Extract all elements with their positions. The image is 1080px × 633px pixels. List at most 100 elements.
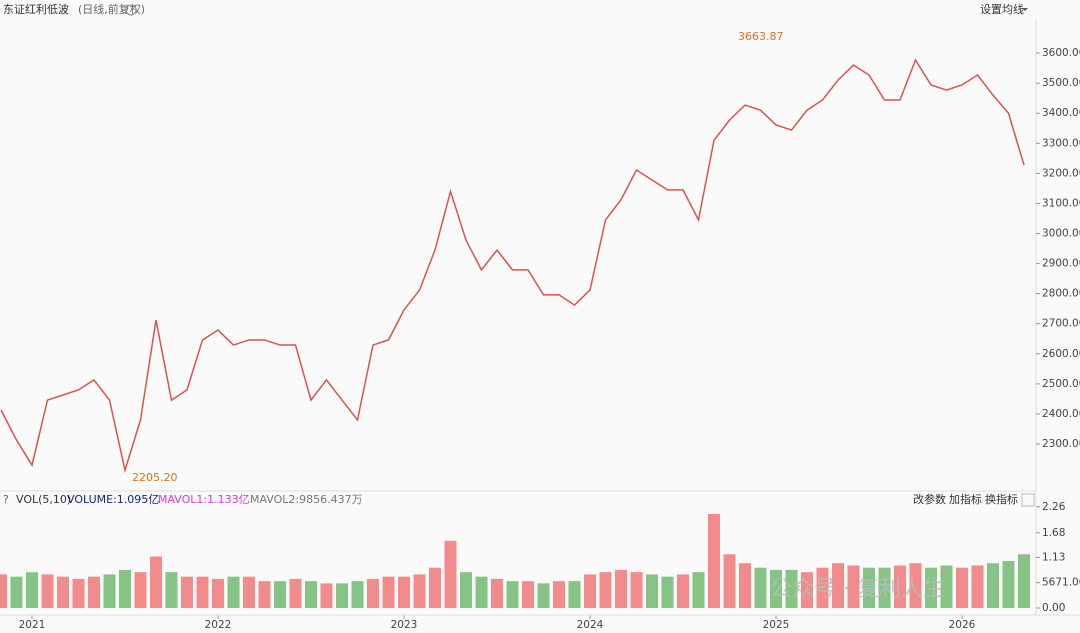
x-tick-label: 2021 (19, 619, 46, 631)
volume-bar (987, 563, 999, 608)
volume-bar (57, 576, 69, 608)
y-tick-label: 2900.00 (1042, 258, 1080, 270)
volume-bar (940, 565, 953, 608)
volume-bar (196, 576, 209, 608)
indicator-volume: VOLUME:1.095亿 (67, 493, 159, 506)
volume-bar (41, 574, 54, 608)
indicator-name: VOL(5,10) (16, 493, 71, 506)
indicator-mavol2: MAVOL2:9856.437万 (250, 493, 363, 506)
volume-bar (1018, 554, 1030, 608)
volume-bar (894, 565, 906, 608)
volume-bar (909, 563, 922, 608)
volume-bar (258, 581, 271, 608)
volume-bar (863, 567, 875, 608)
volume-bar (801, 572, 813, 608)
volume-bar (568, 581, 581, 608)
y-tick-label: 3100.00 (1042, 197, 1080, 209)
volume-bar (429, 567, 441, 608)
indicator-button[interactable]: 改参数 (913, 492, 946, 506)
dropdown-icon[interactable] (1022, 8, 1028, 11)
volume-bar (444, 540, 457, 608)
y-tick-label: 1.68 (1042, 527, 1065, 539)
volume-bar (382, 576, 395, 608)
volume-bar (289, 578, 302, 608)
volume-bar (816, 567, 829, 608)
volume-bar (103, 574, 116, 608)
volume-bar (956, 567, 968, 608)
volume-bar (0, 574, 7, 608)
volume-bar (692, 572, 705, 608)
volume-bar (274, 581, 286, 608)
settings-icon[interactable] (125, 4, 137, 16)
volume-bar (227, 576, 240, 608)
ma-button[interactable]: 设置均线 (980, 2, 1024, 16)
volume-bar (925, 567, 937, 608)
volume-bar (553, 581, 565, 608)
volume-bar (971, 565, 984, 608)
watermark: 公众号 · 复利人生 (770, 577, 945, 602)
indicator-mavol1: MAVOL1:1.133亿 (158, 493, 250, 506)
y-tick-label: 5671.00 (1042, 577, 1080, 589)
volume-bar (413, 574, 426, 608)
volume-bar (165, 572, 178, 608)
indicator-button[interactable]: 加指标 (949, 492, 982, 506)
help-icon[interactable]: ? (3, 493, 9, 506)
volume-bar (320, 583, 333, 608)
close-button[interactable] (1021, 493, 1035, 507)
y-tick-label: 3500.00 (1042, 77, 1080, 89)
y-tick-label: 2300.00 (1042, 438, 1080, 450)
volume-bar (661, 576, 674, 608)
title: 东证红利低波 (3, 3, 69, 16)
indicator-button[interactable]: 换指标 (985, 492, 1018, 506)
volume-bar (119, 569, 131, 608)
volume-bar (847, 565, 860, 608)
volume-bar (754, 567, 767, 608)
y-tick-label: 0.00 (1042, 602, 1065, 614)
volume-bar (398, 576, 410, 608)
volume-bar (351, 581, 364, 608)
x-tick-label: 2026 (949, 619, 976, 631)
volume-bar (537, 583, 550, 608)
min-annotation: 2205.20 (132, 471, 178, 484)
volume-bar (770, 569, 782, 608)
x-tick-label: 2022 (205, 619, 232, 631)
volume-bar (522, 581, 534, 608)
volume-bar (72, 578, 85, 608)
y-tick-label: 1.13 (1042, 551, 1065, 563)
volume-bar (785, 569, 798, 608)
volume-bar (630, 572, 643, 608)
volume-bar (134, 572, 147, 608)
y-tick-label: 2400.00 (1042, 408, 1080, 420)
volume-bar (646, 574, 658, 608)
y-tick-label: 2600.00 (1042, 348, 1080, 360)
volume-bar (1002, 560, 1015, 608)
volume-bar (26, 572, 38, 608)
volume-bar (150, 556, 162, 608)
y-tick-label: 2.26 (1042, 501, 1066, 513)
volume-bar (506, 581, 519, 608)
volume-bar (336, 583, 348, 608)
y-tick-label: 3400.00 (1042, 107, 1080, 119)
volume-bar (243, 576, 255, 608)
volume-bar (88, 576, 100, 608)
volume-bar (708, 513, 720, 608)
y-tick-label: 2500.00 (1042, 378, 1080, 390)
y-tick-label: 3600.00 (1042, 47, 1080, 59)
volume-bar (677, 574, 689, 608)
volume-bar (739, 563, 751, 608)
volume-bar (181, 576, 193, 608)
price-line (0, 58, 1025, 474)
y-tick-label: 3300.00 (1042, 137, 1080, 149)
y-tick-label: 3000.00 (1042, 227, 1080, 239)
volume-bar (832, 563, 844, 608)
volume-bar (305, 581, 317, 608)
max-annotation: 3663.87 (738, 30, 784, 43)
x-tick-label: 2023 (391, 619, 418, 631)
volume-bar (878, 567, 891, 608)
volume-bar (491, 578, 503, 608)
volume-bar (599, 572, 612, 608)
volume-bar (10, 576, 23, 608)
x-tick-label: 2025 (763, 619, 790, 631)
y-tick-label: 2800.00 (1042, 288, 1080, 300)
